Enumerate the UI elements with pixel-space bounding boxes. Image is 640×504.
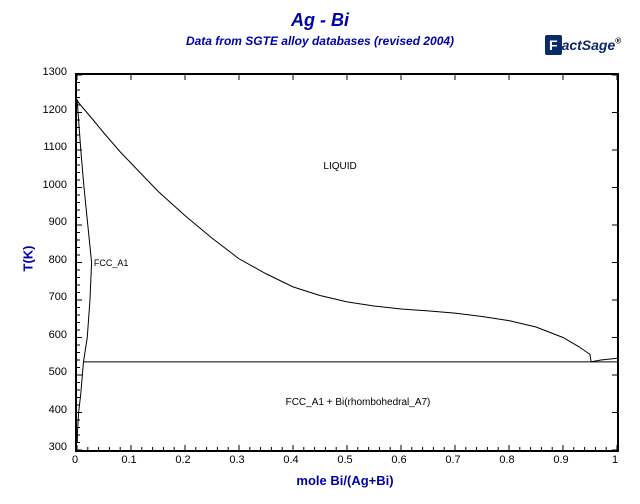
xtick-label: 0.7: [438, 454, 468, 466]
xtick-label: 1: [600, 454, 630, 466]
ytick-label: 700: [35, 291, 67, 303]
region-label: LIQUID: [323, 161, 356, 172]
ytick-label: 300: [35, 441, 67, 453]
xtick-label: 0.9: [546, 454, 576, 466]
xtick-label: 0.5: [330, 454, 360, 466]
ytick-label: 400: [35, 404, 67, 416]
plot-area: [75, 73, 619, 452]
ytick-label: 1000: [35, 179, 67, 191]
ytick-label: 800: [35, 254, 67, 266]
phase-diagram-svg: [77, 75, 617, 450]
ytick-label: 500: [35, 366, 67, 378]
y-axis-label: T(K): [21, 245, 36, 271]
region-label: FCC_A1 + Bi(rhombohedral_A7): [286, 397, 431, 408]
ytick-label: 600: [35, 329, 67, 341]
xtick-label: 0.8: [492, 454, 522, 466]
ytick-label: 1200: [35, 104, 67, 116]
ytick-label: 1100: [35, 141, 67, 153]
xtick-label: 0.6: [384, 454, 414, 466]
chart-subtitle: Data from SGTE alloy databases (revised …: [0, 34, 640, 48]
xtick-label: 0.1: [114, 454, 144, 466]
x-axis-label: mole Bi/(Ag+Bi): [75, 473, 615, 488]
ytick-label: 1300: [35, 66, 67, 78]
xtick-label: 0.3: [222, 454, 252, 466]
xtick-label: 0: [60, 454, 90, 466]
xtick-label: 0.4: [276, 454, 306, 466]
xtick-label: 0.2: [168, 454, 198, 466]
ytick-label: 900: [35, 216, 67, 228]
region-label: FCC_A1: [94, 258, 129, 268]
chart-title: Ag - Bi: [0, 10, 640, 31]
factsage-logo: FactSage®: [545, 35, 621, 55]
